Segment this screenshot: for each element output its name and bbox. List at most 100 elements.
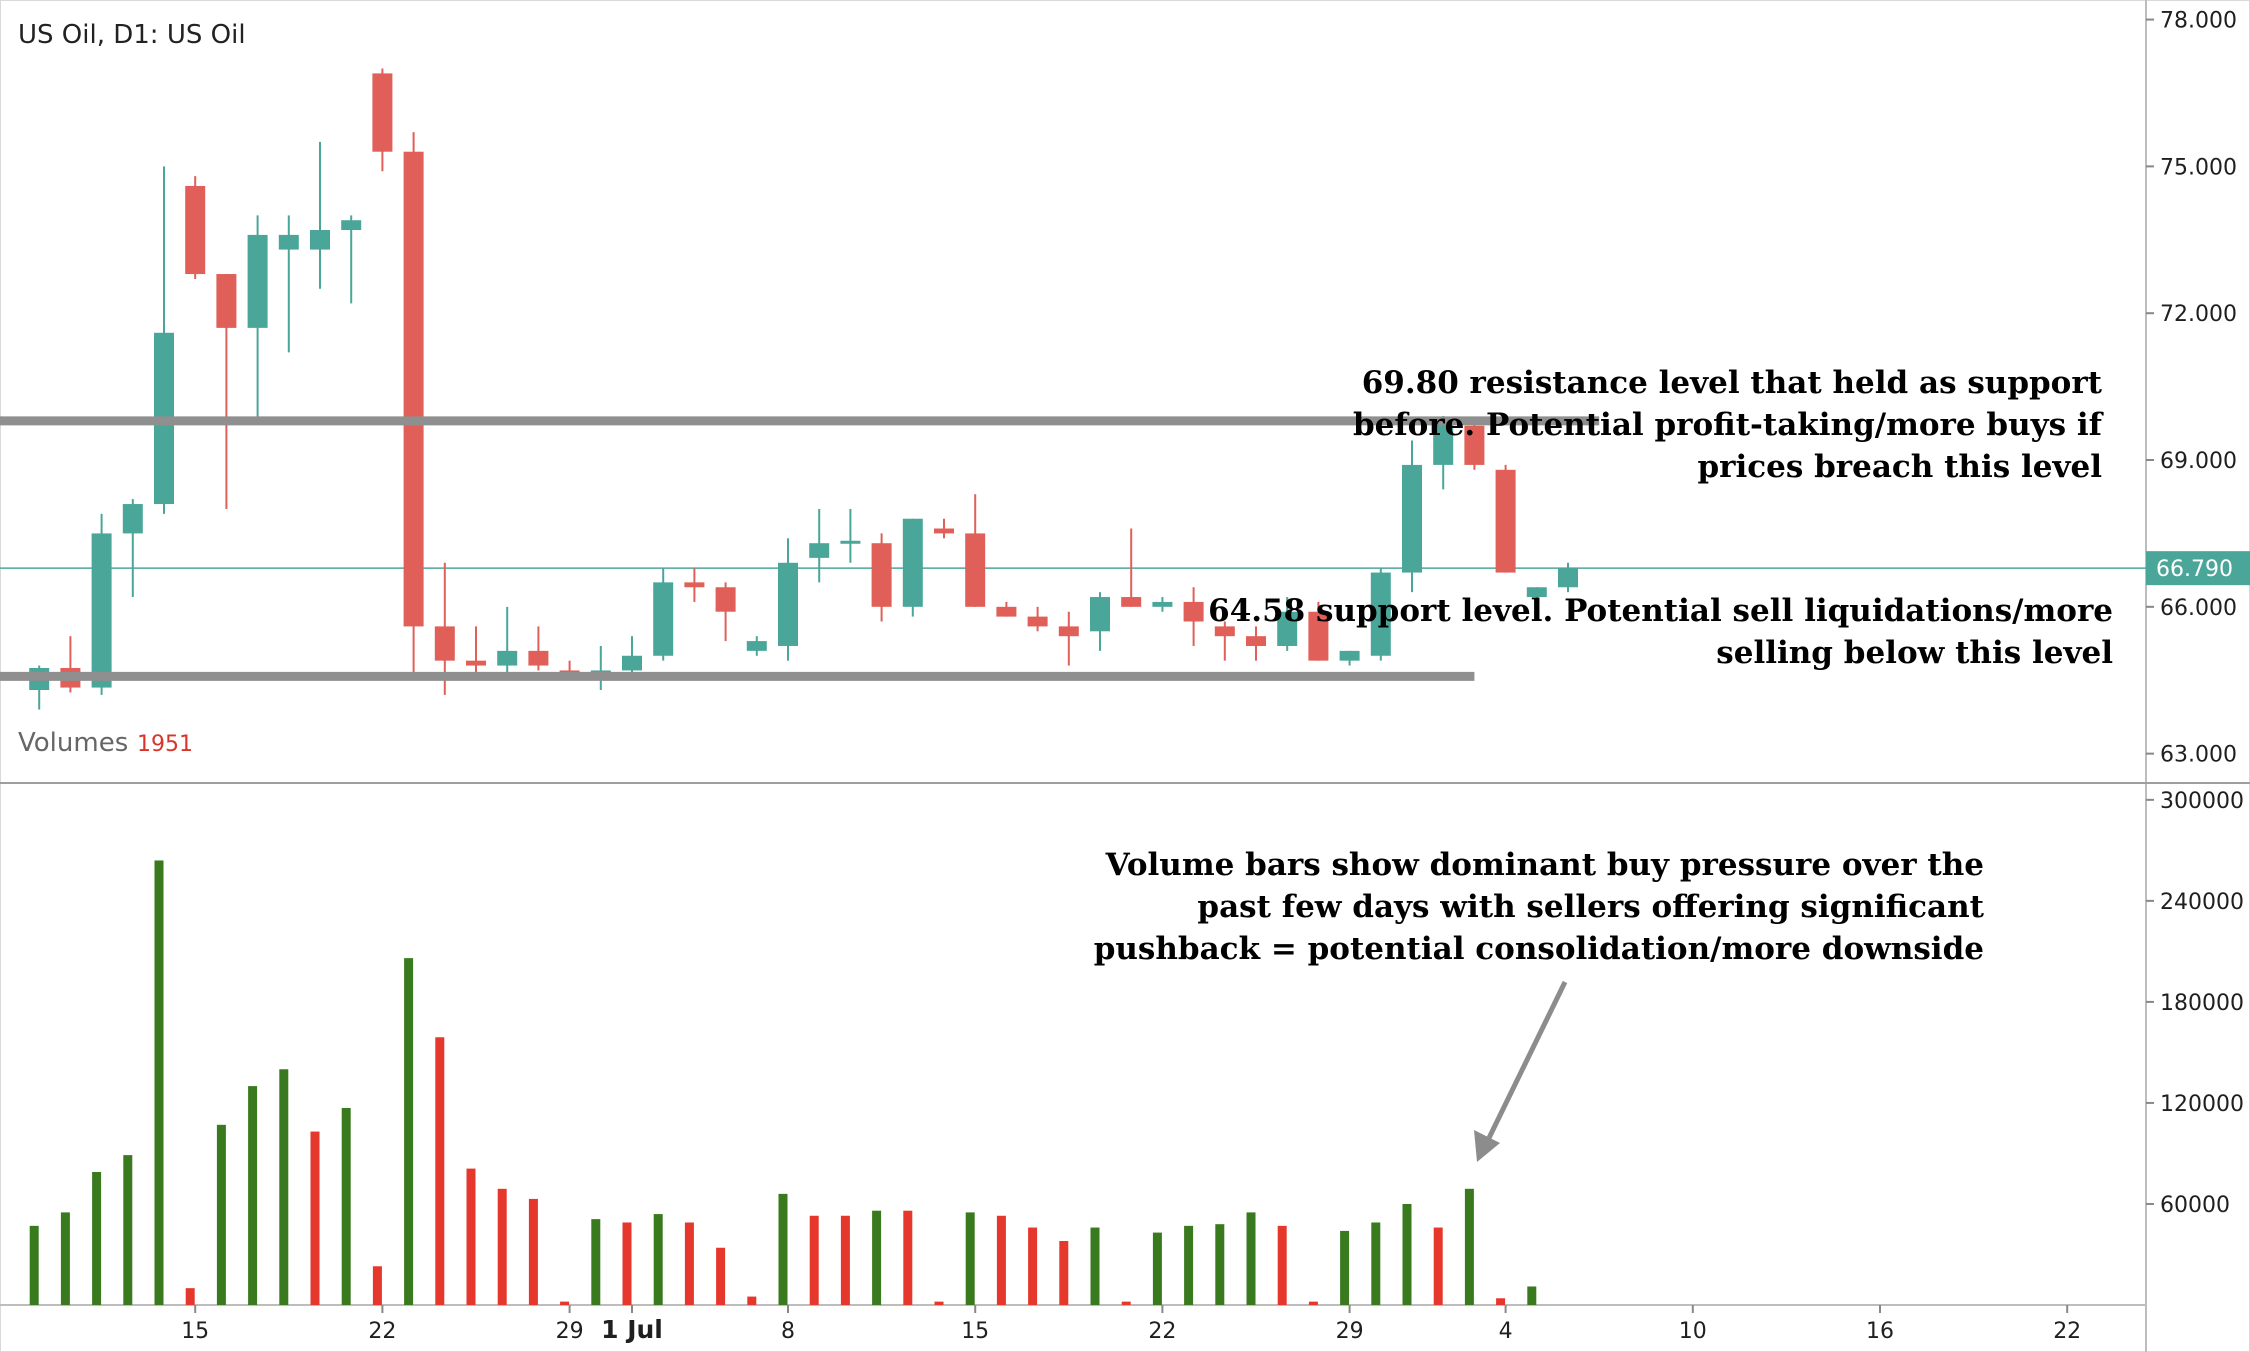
time-tick-label: 15	[181, 1319, 209, 1344]
candle	[1121, 528, 1142, 607]
candle	[715, 582, 736, 642]
volume-bar	[1028, 1227, 1038, 1305]
candle	[185, 176, 206, 279]
volume-bar	[1184, 1225, 1194, 1305]
candle	[1214, 621, 1235, 661]
candle-body	[1526, 587, 1547, 598]
candle	[91, 513, 112, 695]
candle-body	[684, 582, 705, 588]
volume-bar	[1496, 1298, 1506, 1305]
price-tick-label: 69.000	[2160, 449, 2237, 474]
candle	[497, 606, 518, 681]
candle-body	[1495, 469, 1516, 573]
candle-body	[1246, 636, 1266, 646]
candle	[1246, 626, 1266, 661]
volume-annotation: Volume bars show dominant buy pressure o…	[1094, 847, 1985, 967]
candle	[1339, 650, 1360, 666]
volume-bar	[1277, 1225, 1287, 1305]
time-axis: 15 22 29 1 Jul 8 15 22 29 4 10 16 22	[181, 1305, 2081, 1344]
volume-bar	[996, 1215, 1006, 1305]
time-tick-label: 22	[2053, 1319, 2081, 1344]
candle-body	[403, 151, 424, 627]
candle	[1277, 597, 1298, 651]
volume-bar	[716, 1247, 726, 1305]
current-price-badge	[2146, 551, 2250, 586]
candle-body	[247, 234, 268, 328]
volume-bar	[123, 1155, 133, 1305]
volume-bar	[1121, 1301, 1131, 1305]
volume-bar	[1246, 1212, 1256, 1305]
candle-body	[1370, 572, 1391, 656]
price-axis: 78.000 75.000 72.000 69.000 66.000 63.000	[2146, 9, 2237, 768]
volume-bar	[372, 1266, 382, 1305]
candle	[902, 518, 923, 617]
volume-bar	[1215, 1224, 1225, 1305]
candle-body	[1277, 611, 1298, 646]
volume-bar	[965, 1212, 975, 1305]
arrow-shaft	[1485, 980, 1568, 1142]
candle-body	[278, 234, 299, 250]
candle-body	[1464, 425, 1485, 465]
price-tick-label: 72.000	[2160, 302, 2237, 327]
volume-tick-label: 240000	[2160, 890, 2244, 915]
candle	[746, 636, 767, 656]
volume-annotation-line-2: past few days with sellers offering sign…	[1197, 889, 1984, 925]
resistance-annotation-line-2: before. Potential profit-taking/more buy…	[1353, 407, 2104, 443]
candle	[403, 132, 424, 681]
price-tick-label: 66.000	[2160, 596, 2237, 621]
candle-body	[965, 533, 986, 607]
volume-series	[29, 860, 1537, 1305]
candle-body	[1402, 464, 1422, 573]
current-price-line-group: 66.790	[0, 551, 2250, 586]
candle-body	[1214, 626, 1235, 637]
candle-body	[310, 230, 330, 250]
candle-body	[902, 518, 923, 607]
price-tick-label: 75.000	[2160, 155, 2237, 180]
volume-bar	[872, 1210, 882, 1305]
candle	[684, 567, 705, 602]
time-tick-label: 29	[1336, 1319, 1364, 1344]
candle-body	[434, 626, 455, 661]
candle-body	[341, 220, 362, 231]
candle-body	[1027, 616, 1048, 627]
volume-bar	[404, 958, 414, 1305]
candle-body	[185, 185, 206, 275]
volumes-current-value: 1951	[137, 732, 193, 757]
volume-bar	[1059, 1241, 1069, 1305]
volume-tick-label: 180000	[2160, 991, 2244, 1016]
candle	[1558, 562, 1578, 593]
candle	[1495, 464, 1516, 573]
volume-bar	[903, 1210, 913, 1305]
candle	[341, 215, 362, 304]
candle	[216, 274, 237, 509]
horizontal-levels	[0, 416, 1600, 681]
volume-bar	[216, 1124, 226, 1305]
volume-tick-label: 60000	[2160, 1193, 2230, 1218]
volume-bar	[1371, 1222, 1381, 1305]
volume-bar	[528, 1198, 538, 1305]
candle-body	[1152, 601, 1173, 607]
volume-bar	[1464, 1188, 1474, 1305]
volume-bar	[1402, 1203, 1412, 1305]
volume-bar	[653, 1214, 663, 1305]
resistance-annotation: 69.80 resistance level that held as supp…	[1353, 365, 2104, 485]
time-tick-label: 22	[368, 1319, 396, 1344]
volume-bar	[310, 1131, 320, 1305]
candle-body	[1058, 626, 1079, 637]
chart-title: US Oil, D1: US Oil	[18, 20, 246, 50]
volume-tick-label: 300000	[2160, 789, 2244, 814]
volume-bar	[435, 1037, 445, 1305]
volume-bar	[60, 1212, 70, 1305]
candle-body	[1558, 567, 1578, 588]
time-tick-label: 4	[1499, 1319, 1513, 1344]
volume-bar	[497, 1188, 507, 1305]
volume-bar	[560, 1301, 570, 1305]
time-tick-label: 1 Jul	[601, 1315, 663, 1344]
price-tick-label: 63.000	[2160, 743, 2237, 768]
time-tick-label: 29	[556, 1319, 584, 1344]
volumes-title: Volumes	[18, 728, 128, 758]
candlestick-series	[0, 68, 1578, 710]
candle-body	[372, 73, 393, 152]
candle	[778, 538, 798, 661]
